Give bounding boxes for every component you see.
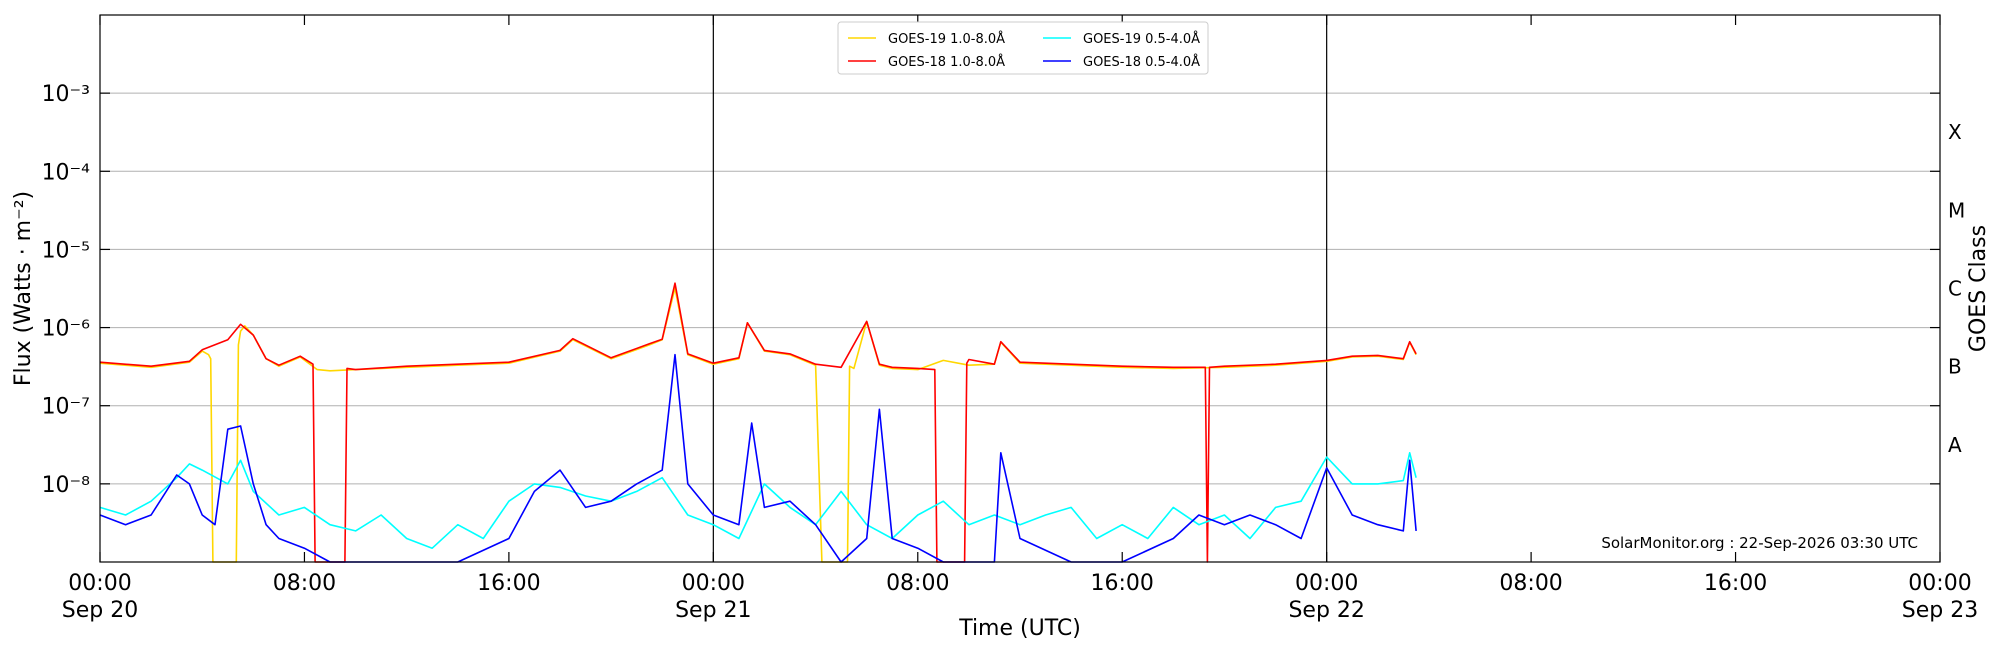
- goes-class-label: B: [1948, 355, 1962, 379]
- y-tick-label: 10⁻⁴: [42, 160, 91, 185]
- x-tick-label: 08:00: [886, 571, 949, 596]
- source-annotation: SolarMonitor.org : 22-Sep-2026 03:30 UTC: [1601, 534, 1918, 552]
- x-axis-title: Time (UTC): [958, 616, 1081, 641]
- x-tick-label: 16:00: [1704, 571, 1767, 596]
- x-tick-label: 00:00: [682, 571, 745, 596]
- x-tick-date-label: Sep 21: [675, 598, 751, 623]
- y-tick-label: 10⁻⁵: [42, 238, 90, 263]
- right-axis-title: GOES Class: [1966, 225, 1991, 352]
- x-tick-label: 08:00: [1499, 571, 1562, 596]
- plot-frame: [99, 14, 1941, 563]
- goes-class-label: M: [1948, 198, 1965, 222]
- series-line-4: [99, 353, 1417, 563]
- x-tick-label: 16:00: [477, 571, 540, 596]
- y-tick-label: 10⁻⁶: [42, 317, 91, 342]
- day-boundary-lines: [712, 15, 1328, 562]
- goes-class-label: X: [1948, 120, 1962, 144]
- series-line-1: [99, 287, 1417, 563]
- y-axis-title: Flux (Watts · m⁻²): [11, 191, 36, 386]
- goes-class-label: C: [1948, 277, 1962, 301]
- grid-lines: [100, 92, 1940, 485]
- x-tick-label: 16:00: [1091, 571, 1154, 596]
- x-tick-date-label: Sep 23: [1902, 598, 1978, 623]
- x-tick-date-label: Sep 22: [1288, 598, 1364, 623]
- axis-ticks: [99, 15, 1941, 562]
- series-line-2: [99, 282, 1417, 563]
- legend-label: GOES-18 1.0-8.0Å: [888, 54, 1005, 70]
- x-tick-date-label: Sep 20: [62, 598, 138, 623]
- x-tick-label: 08:00: [273, 571, 336, 596]
- y-tick-label: 10⁻³: [42, 82, 90, 107]
- x-tick-label: 00:00: [68, 571, 131, 596]
- legend: GOES-19 1.0-8.0Å GOES-18 1.0-8.0Å GOES-19 …: [837, 21, 1209, 75]
- series-line-3: [99, 451, 1417, 550]
- legend-label: GOES-19 0.5-4.0Å: [1083, 31, 1200, 47]
- legend-label: GOES-18 0.5-4.0Å: [1083, 54, 1200, 70]
- legend-label: GOES-19 1.0-8.0Å: [888, 31, 1005, 47]
- legend-box: [837, 21, 1209, 75]
- series-lines: [99, 282, 1417, 563]
- goes-class-labels: A B C M X: [1948, 120, 1965, 457]
- y-tick-label: 10⁻⁸: [42, 473, 91, 498]
- y-tick-label: 10⁻⁷: [42, 395, 90, 420]
- x-tick-label: 00:00: [1908, 571, 1971, 596]
- y-tick-labels: 10⁻⁸ 10⁻⁷ 10⁻⁶ 10⁻⁵ 10⁻⁴ 10⁻³: [42, 82, 91, 498]
- x-tick-label: 00:00: [1295, 571, 1358, 596]
- goes-class-label: A: [1948, 433, 1962, 457]
